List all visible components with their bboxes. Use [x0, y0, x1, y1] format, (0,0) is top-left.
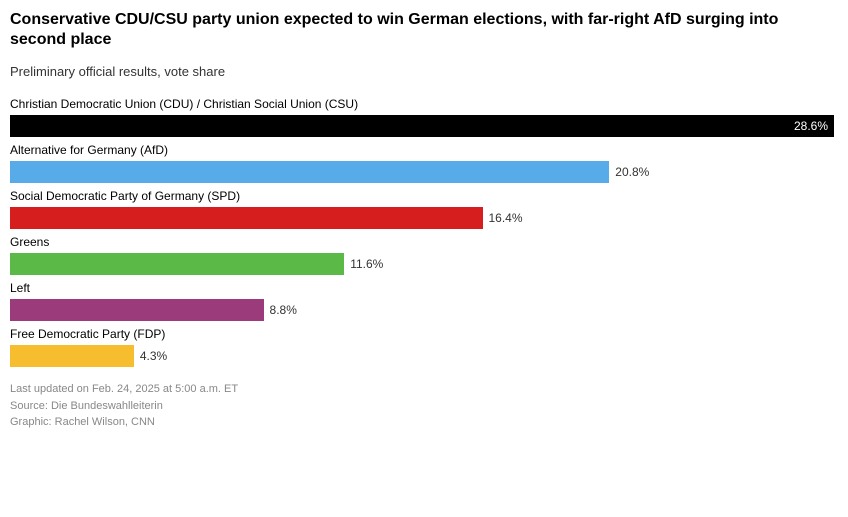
party-label: Free Democratic Party (FDP): [10, 327, 834, 341]
chart-row: Christian Democratic Union (CDU) / Chris…: [10, 97, 834, 137]
party-label: Left: [10, 281, 834, 295]
bar-track: 11.6%: [10, 253, 834, 275]
party-label: Alternative for Germany (AfD): [10, 143, 834, 157]
value-label: 16.4%: [483, 207, 523, 229]
bar-track: 28.6%: [10, 115, 834, 137]
footer-source: Source: Die Bundeswahlleiterin: [10, 398, 834, 415]
chart-row: Greens 11.6%: [10, 235, 834, 275]
chart-footer: Last updated on Feb. 24, 2025 at 5:00 a.…: [10, 381, 834, 431]
chart-row: Free Democratic Party (FDP) 4.3%: [10, 327, 834, 367]
bar-track: 8.8%: [10, 299, 834, 321]
bar: [10, 161, 609, 183]
chart-subtitle: Preliminary official results, vote share: [10, 64, 834, 79]
bar: [10, 207, 483, 229]
bar: [10, 115, 834, 137]
bar-track: 20.8%: [10, 161, 834, 183]
bar-chart: Christian Democratic Union (CDU) / Chris…: [10, 97, 834, 367]
value-label: 4.3%: [134, 345, 167, 367]
party-label: Social Democratic Party of Germany (SPD): [10, 189, 834, 203]
value-label: 28.6%: [794, 115, 828, 137]
footer-graphic: Graphic: Rachel Wilson, CNN: [10, 414, 834, 431]
bar-track: 16.4%: [10, 207, 834, 229]
value-label: 20.8%: [609, 161, 649, 183]
party-label: Christian Democratic Union (CDU) / Chris…: [10, 97, 834, 111]
chart-row: Social Democratic Party of Germany (SPD)…: [10, 189, 834, 229]
value-label: 8.8%: [264, 299, 297, 321]
bar: [10, 299, 264, 321]
chart-row: Alternative for Germany (AfD) 20.8%: [10, 143, 834, 183]
bar-track: 4.3%: [10, 345, 834, 367]
value-label: 11.6%: [344, 253, 383, 275]
footer-updated: Last updated on Feb. 24, 2025 at 5:00 a.…: [10, 381, 834, 398]
chart-title: Conservative CDU/CSU party union expecte…: [10, 10, 834, 50]
bar: [10, 345, 134, 367]
bar: [10, 253, 344, 275]
chart-row: Left 8.8%: [10, 281, 834, 321]
party-label: Greens: [10, 235, 834, 249]
